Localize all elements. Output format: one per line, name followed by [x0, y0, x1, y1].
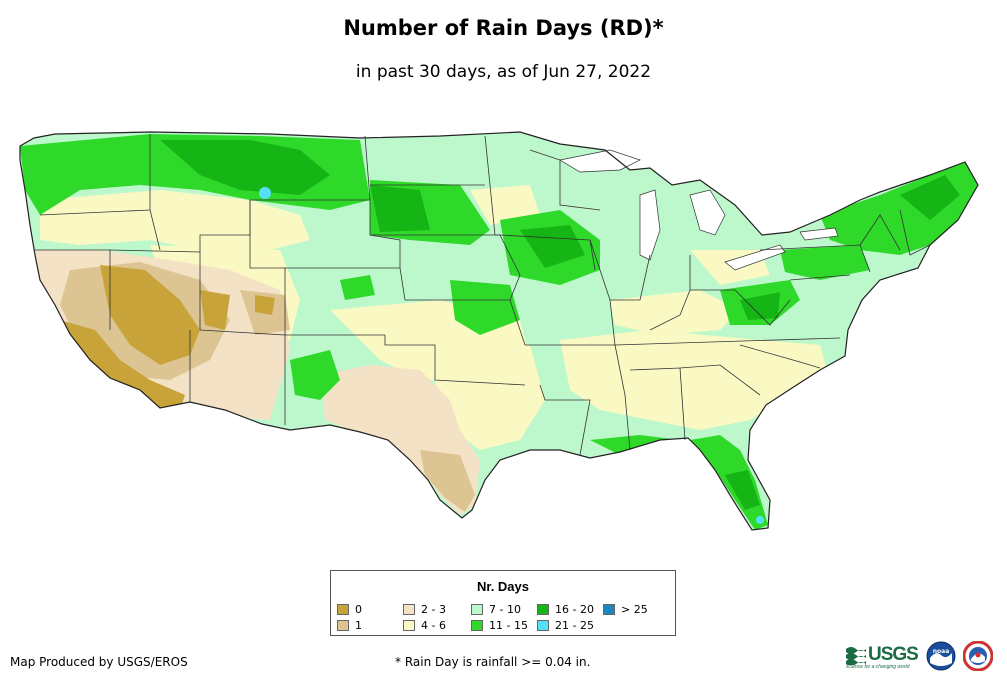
- legend-item: 7 - 10: [471, 603, 521, 616]
- legend-swatch: [537, 620, 549, 631]
- legend-item: 4 - 6: [403, 619, 446, 632]
- zone-16-20-montana: [160, 140, 330, 195]
- legend-swatch: [337, 620, 349, 631]
- legend-item: 21 - 25: [537, 619, 594, 632]
- legend-label: > 25: [621, 603, 648, 616]
- map-credit: Map Produced by USGS/EROS: [10, 655, 188, 669]
- legend-item: > 25: [603, 603, 648, 616]
- zone-0-arizona: [200, 290, 230, 330]
- lake-huron: [689, 189, 726, 236]
- legend-swatch: [337, 604, 349, 615]
- legend-swatch: [403, 604, 415, 615]
- zone-4-6-southeast: [560, 330, 830, 430]
- legend-item: 0: [337, 603, 362, 616]
- usgs-tagline: science for a changing world: [846, 664, 910, 670]
- zone-0-utah: [255, 295, 275, 315]
- legend-item: 2 - 3: [403, 603, 446, 616]
- lake-michigan: [639, 189, 661, 261]
- legend-title: Nr. Days: [476, 579, 530, 594]
- legend-label: 7 - 10: [489, 603, 521, 616]
- state-borders: [35, 134, 931, 456]
- usgs-text: USGS: [868, 644, 919, 665]
- zone-16-20-maine: [900, 175, 960, 220]
- lake-ontario: [799, 227, 839, 241]
- zone-4-6-dakota: [470, 185, 540, 225]
- legend-swatch: [471, 604, 483, 615]
- zone-16-20-west-virginia: [740, 292, 780, 320]
- zone-21-25-florida: [756, 516, 764, 524]
- legend-swatch: [471, 620, 483, 631]
- legend-swatch: [603, 604, 615, 615]
- rain-day-footnote: * Rain Day is rainfall >= 0.04 in.: [395, 655, 591, 669]
- zone-0-nevada: [100, 265, 200, 365]
- legend-label: 16 - 20: [555, 603, 594, 616]
- zone-4-6-texas: [430, 340, 545, 450]
- map-title: Number of Rain Days (RD)*: [343, 16, 664, 40]
- zone-1-texas: [420, 450, 475, 512]
- map-subtitle: in past 30 days, as of Jun 27, 2022: [355, 62, 652, 82]
- lake-erie: [724, 244, 786, 271]
- zone-11-15-missouri: [450, 280, 520, 335]
- zone-11-15-colorado: [340, 275, 375, 300]
- legend-swatch: [403, 620, 415, 631]
- zone-16-20-iowa: [520, 225, 585, 268]
- noaa-text: noaa: [933, 648, 950, 655]
- zone-16-20-north-dakota: [370, 185, 430, 232]
- legend-label: 0: [355, 603, 362, 616]
- legend-swatch: [537, 604, 549, 615]
- us-rain-days-map: [19, 131, 979, 531]
- zone-4-6-west: [40, 190, 310, 255]
- zone-4-6-ohio: [610, 290, 740, 335]
- lake-superior: [559, 149, 641, 173]
- legend-label: 2 - 3: [421, 603, 446, 616]
- zone-11-15-new-mexico: [290, 350, 340, 400]
- zone-0-california: [60, 320, 185, 410]
- usgs-waves-icon: [846, 647, 866, 665]
- legend-label: 1: [355, 619, 362, 632]
- legend: Nr. Days 0 1 2 - 3 4 - 6 7 - 10 11 - 15 16 - 2…: [330, 570, 676, 636]
- national-weather-service-seal-icon: [963, 641, 993, 671]
- noaa-logo-icon: noaa: [926, 641, 956, 671]
- zone-21-25-montana: [259, 187, 271, 199]
- legend-label: 4 - 6: [421, 619, 446, 632]
- usgs-logo: USGS: [846, 642, 919, 668]
- legend-item: 1: [337, 619, 362, 632]
- zone-11-15-pennsylvania: [780, 245, 870, 280]
- legend-item: 11 - 15: [471, 619, 528, 632]
- legend-label: 21 - 25: [555, 619, 594, 632]
- legend-item: 16 - 20: [537, 603, 594, 616]
- legend-label: 11 - 15: [489, 619, 528, 632]
- zone-16-20-florida: [725, 470, 760, 510]
